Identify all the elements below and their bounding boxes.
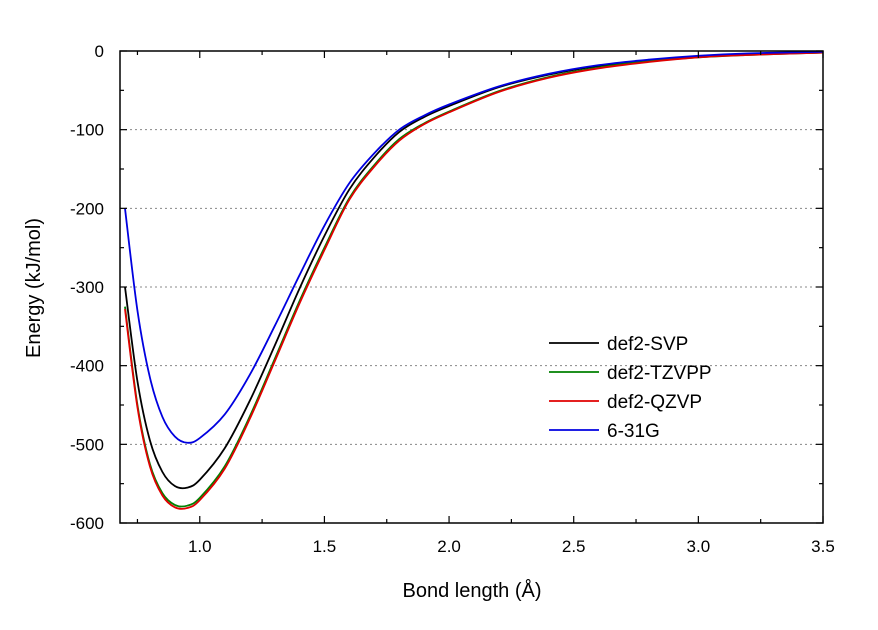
x-tick-label: 1.5 bbox=[313, 537, 337, 556]
axis-ticks bbox=[120, 50, 824, 524]
legend-label: def2-QZVP bbox=[607, 392, 702, 413]
x-tick-label: 3.5 bbox=[811, 537, 835, 556]
y-tick-label: -300 bbox=[70, 278, 104, 297]
x-tick-label: 2.0 bbox=[437, 537, 461, 556]
x-tick-labels: 1.0 1.5 2.0 2.5 3.0 3.5 bbox=[188, 537, 835, 556]
series-line-6-31g bbox=[124, 51, 823, 444]
y-tick-label: 0 bbox=[95, 42, 104, 61]
x-tick-label: 1.0 bbox=[188, 537, 212, 556]
y-tick-labels: 0 -100 -200 -300 -400 -500 -600 bbox=[70, 42, 104, 533]
y-axis-title: Energy (kJ/mol) bbox=[23, 218, 45, 358]
legend: def2-SVP def2-TZVPP def2-QZVP 6-31G bbox=[549, 334, 712, 442]
y-tick-label: -100 bbox=[70, 121, 104, 140]
x-tick-label: 2.5 bbox=[562, 537, 586, 556]
x-axis-title: Bond length (Å) bbox=[403, 579, 542, 602]
series-lines bbox=[124, 51, 823, 510]
grid-lines bbox=[120, 129, 823, 445]
series-line-def2-qzvp bbox=[124, 51, 823, 510]
legend-label: 6-31G bbox=[607, 421, 660, 442]
y-tick-label: -500 bbox=[70, 435, 104, 454]
legend-label: def2-SVP bbox=[607, 334, 688, 355]
x-tick-label: 3.0 bbox=[687, 537, 711, 556]
y-tick-label: -600 bbox=[70, 514, 104, 533]
legend-label: def2-TZVPP bbox=[607, 363, 712, 384]
y-tick-label: -200 bbox=[70, 199, 104, 218]
y-tick-label: -400 bbox=[70, 357, 104, 376]
